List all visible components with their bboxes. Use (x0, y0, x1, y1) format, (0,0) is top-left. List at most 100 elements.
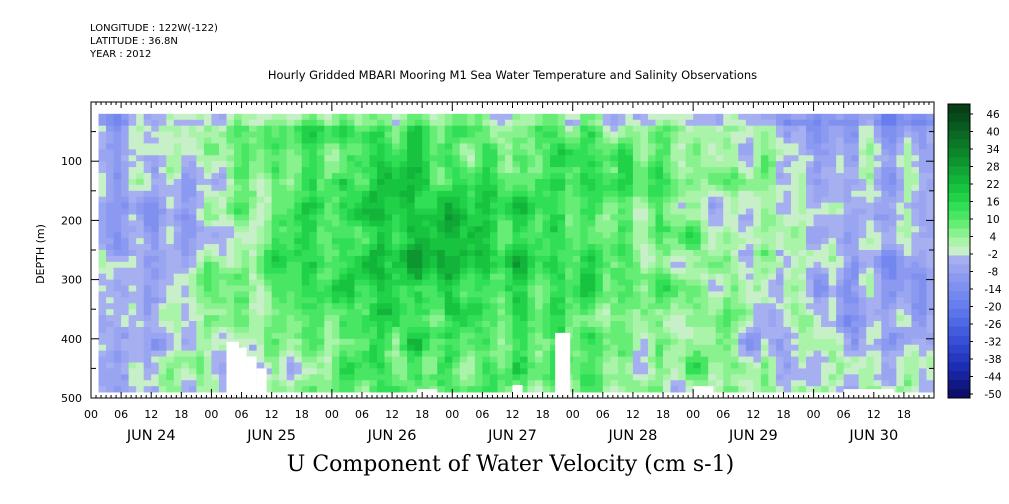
heatmap-cell (422, 208, 431, 215)
heatmap-cell (851, 368, 860, 375)
heatmap-cell (550, 119, 559, 127)
heatmap-cell (301, 350, 310, 357)
heatmap-cell (678, 119, 687, 127)
heatmap-cell (301, 273, 310, 280)
heatmap-cell (113, 368, 122, 375)
heatmap-cell (294, 338, 303, 346)
heatmap-cell (625, 184, 634, 192)
heatmap-cell (828, 113, 837, 121)
heatmap-cell (218, 214, 227, 221)
heatmap-cell (610, 326, 619, 334)
heatmap-cell (888, 356, 897, 363)
heatmap-cell (730, 386, 739, 393)
heatmap-cell (580, 321, 589, 328)
heatmap-cell (249, 267, 257, 275)
heatmap-cell (369, 161, 378, 168)
heatmap-cell (587, 167, 596, 174)
heatmap-cell (723, 285, 732, 292)
heatmap-cell (279, 338, 288, 346)
heatmap-cell (331, 125, 340, 132)
heatmap-cell (821, 309, 830, 316)
heatmap-cell (226, 232, 235, 239)
heatmap-cell (828, 344, 837, 352)
heatmap-cell (663, 155, 671, 162)
heatmap-cell (632, 190, 641, 198)
heatmap-cell (414, 368, 423, 375)
heatmap-cell (211, 167, 220, 174)
heatmap-cell (760, 173, 769, 180)
heatmap-cell (166, 244, 175, 251)
heatmap-cell (354, 208, 363, 215)
heatmap-cell (768, 326, 777, 334)
heatmap-cell (520, 244, 528, 251)
heatmap-cell (331, 178, 340, 186)
heatmap-cell (595, 297, 604, 304)
heatmap-cell (497, 113, 506, 121)
heatmap-cell (279, 261, 288, 269)
heatmap-cell (399, 255, 408, 263)
heatmap-cell (587, 173, 596, 180)
heatmap-cell (249, 332, 257, 340)
heatmap-cell (813, 119, 822, 127)
heatmap-cell (745, 285, 754, 292)
heatmap-cell (459, 285, 468, 292)
heatmap-cell (459, 250, 468, 257)
heatmap-cell (595, 332, 604, 340)
heatmap-cell (241, 125, 250, 132)
heatmap-cell (234, 143, 242, 150)
heatmap-cell (640, 196, 649, 204)
heatmap-cell (527, 131, 536, 138)
heatmap-cell (580, 267, 589, 275)
heatmap-cell (858, 273, 867, 280)
heatmap-cell (625, 167, 634, 174)
heatmap-cell (753, 161, 762, 168)
heatmap-cell (377, 273, 385, 280)
heatmap-cell (316, 167, 325, 174)
heatmap-cell (655, 250, 664, 257)
heatmap-cell (520, 173, 528, 180)
heatmap-cell (745, 161, 754, 168)
heatmap-cell (196, 244, 205, 251)
heatmap-cell (753, 350, 762, 357)
heatmap-cell (181, 161, 190, 168)
heatmap-cell (542, 137, 551, 144)
heatmap-cell (354, 119, 363, 127)
heatmap-cell (301, 356, 310, 363)
heatmap-cell (151, 119, 160, 127)
heatmap-cell (158, 190, 167, 198)
heatmap-cell (158, 356, 167, 363)
heatmap-cell (339, 338, 348, 346)
heatmap-cell (459, 178, 468, 186)
heatmap-cell (106, 386, 114, 393)
heatmap-cell (482, 244, 491, 251)
heatmap-cell (896, 119, 905, 127)
heatmap-cell (489, 344, 498, 352)
heatmap-cell (264, 338, 273, 346)
heatmap-cell (527, 113, 536, 121)
heatmap-cell (813, 380, 822, 387)
heatmap-cell (768, 190, 777, 198)
heatmap-cell (452, 374, 461, 381)
heatmap-cell (211, 208, 220, 215)
heatmap-cell (760, 167, 769, 174)
heatmap-cell (98, 261, 107, 269)
heatmap-cell (768, 362, 777, 369)
heatmap-cell (203, 178, 212, 186)
heatmap-cell (542, 297, 551, 304)
heatmap-cell (271, 167, 280, 174)
heatmap-cell (550, 309, 559, 316)
heatmap-cell (392, 261, 400, 269)
heatmap-cell (851, 161, 860, 168)
heatmap-cell (693, 279, 702, 286)
heatmap-cell (203, 119, 212, 127)
heatmap-cell (783, 285, 792, 292)
heatmap-cell (286, 368, 295, 375)
heatmap-cell (851, 303, 860, 310)
heatmap-cell (241, 255, 250, 263)
heatmap-cell (301, 178, 310, 186)
heatmap-cell (181, 309, 190, 316)
heatmap-cell (121, 208, 130, 215)
heatmap-cell (557, 321, 566, 328)
heatmap-cell (542, 255, 551, 263)
heatmap-cell (136, 368, 145, 375)
